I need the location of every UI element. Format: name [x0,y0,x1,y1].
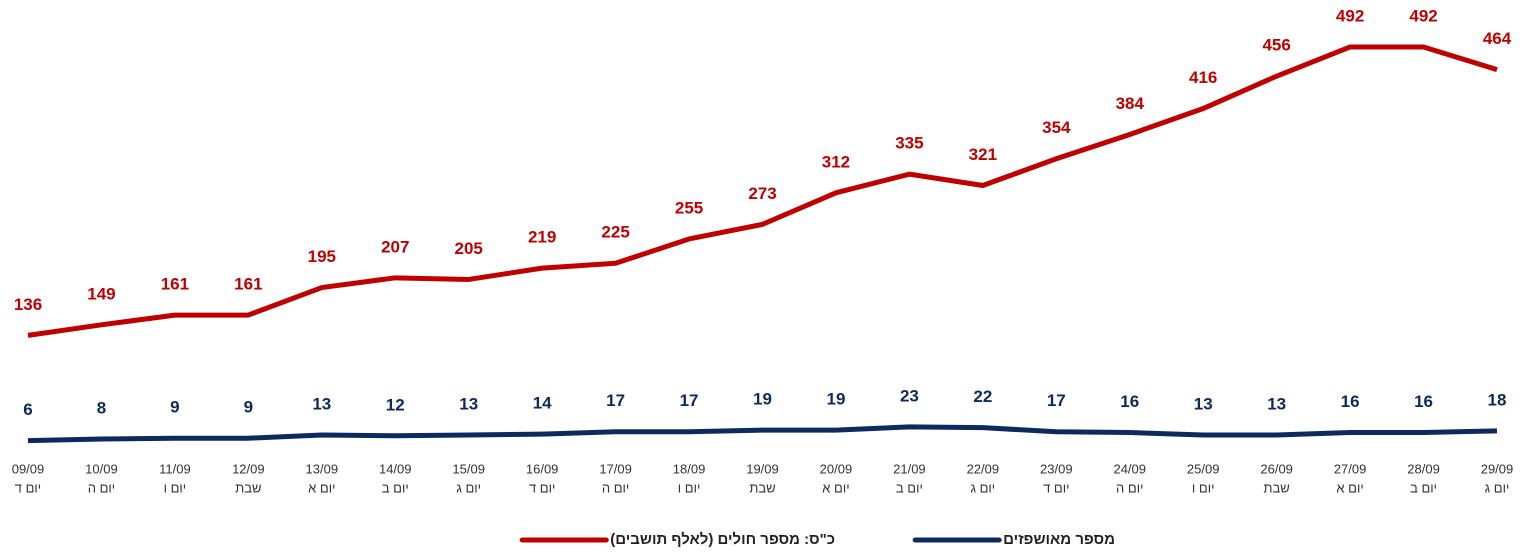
data-label: 136 [14,295,42,314]
x-tick-sublabel: יום א [822,480,849,495]
x-tick-sublabel: יום ד [15,480,41,495]
data-label: 19 [753,390,772,409]
data-label: 492 [1336,6,1364,25]
x-tick-label: 09/09 [12,461,45,476]
data-label: 149 [87,284,115,303]
series-line [27,424,1498,444]
data-label: 321 [969,145,997,164]
data-label: 6 [23,400,32,419]
x-tick-sublabel: יום ו [1192,480,1215,495]
data-label: 13 [1194,394,1213,413]
data-label: 13 [459,394,478,413]
x-tick-label: 10/09 [85,461,118,476]
x-tick-sublabel: יום ג [971,480,996,495]
data-label: 22 [973,387,992,406]
data-label: 9 [244,398,253,417]
x-tick-sublabel: שבת [1264,480,1290,495]
data-label: 8 [97,399,106,418]
data-label: 14 [533,394,552,413]
data-label: 207 [381,237,409,256]
x-tick-label: 13/09 [306,461,339,476]
data-label: 13 [312,394,331,413]
data-label: 17 [680,391,699,410]
data-label: 13 [1267,394,1286,413]
data-label: 18 [1488,390,1507,409]
x-tick-label: 27/09 [1334,461,1367,476]
x-tick-sublabel: יום ב [1410,480,1437,495]
x-tick-label: 23/09 [1040,461,1073,476]
x-tick-label: 14/09 [379,461,412,476]
x-tick-sublabel: יום ב [896,480,923,495]
x-tick-sublabel: יום ו [678,480,701,495]
data-label: 16 [1414,392,1433,411]
data-label: 16 [1341,392,1360,411]
data-label: 19 [826,390,845,409]
x-tick-label: 12/09 [232,461,265,476]
series-line [27,44,1498,338]
x-tick-label: 18/09 [673,461,706,476]
data-label: 161 [161,275,189,294]
x-tick-label: 19/09 [746,461,779,476]
data-label: 255 [675,198,703,217]
x-tick-sublabel: יום ג [1485,480,1510,495]
data-label: 12 [386,395,405,414]
data-label: 225 [601,223,629,242]
x-tick-sublabel: יום ד [1043,480,1069,495]
x-tick-label: 11/09 [159,461,191,476]
x-tick-sublabel: יום ה [1116,480,1143,495]
x-tick-label: 26/09 [1260,461,1293,476]
data-label: 17 [606,391,625,410]
x-tick-label: 25/09 [1187,461,1220,476]
legend-label: מספר מאושפזים [1003,531,1115,548]
x-tick-sublabel: יום ה [602,480,629,495]
x-tick-label: 20/09 [820,461,853,476]
legend-label: כ"ס: מספר חולים (לאלף תושבים) [610,531,835,548]
data-label: 384 [1116,94,1145,113]
data-label: 456 [1262,36,1290,55]
data-label: 16 [1120,392,1139,411]
x-tick-sublabel: יום ג [456,480,481,495]
data-label: 23 [900,386,919,405]
x-tick-sublabel: שבת [235,480,261,495]
data-label: 464 [1483,29,1512,48]
data-label: 9 [170,398,179,417]
data-label: 335 [895,134,923,153]
data-label: 312 [822,152,850,171]
x-tick-label: 22/09 [967,461,1000,476]
x-tick-label: 29/09 [1481,461,1514,476]
data-label: 492 [1409,6,1437,25]
data-label: 205 [455,239,483,258]
data-label: 17 [1047,391,1066,410]
x-tick-sublabel: יום ד [529,480,555,495]
data-label: 273 [748,184,776,203]
x-tick-sublabel: יום ו [164,480,187,495]
x-tick-label: 15/09 [452,461,485,476]
x-tick-label: 16/09 [526,461,559,476]
x-tick-sublabel: יום א [1336,480,1363,495]
x-tick-sublabel: יום א [308,480,335,495]
x-tick-label: 24/09 [1113,461,1146,476]
x-tick-sublabel: יום ה [88,480,115,495]
x-tick-label: 21/09 [893,461,926,476]
data-label: 416 [1189,68,1217,87]
x-tick-label: 17/09 [599,461,632,476]
data-label: 161 [234,275,262,294]
data-label: 219 [528,228,556,247]
x-tick-label: 28/09 [1407,461,1440,476]
x-tick-sublabel: יום ב [382,480,409,495]
data-label: 354 [1042,118,1071,137]
data-label: 195 [308,247,336,266]
x-tick-sublabel: שבת [749,480,775,495]
